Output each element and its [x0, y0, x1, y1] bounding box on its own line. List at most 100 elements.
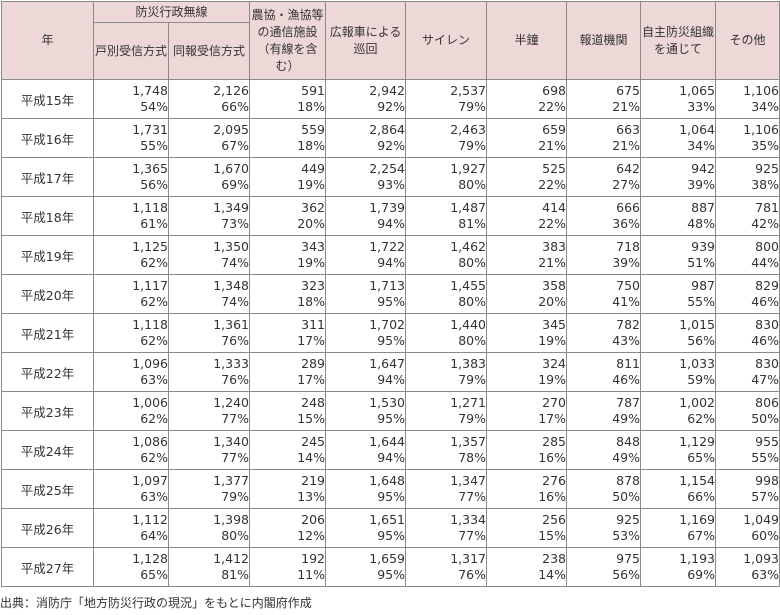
percent-value: 61%	[140, 216, 168, 231]
count-value: 1,240	[213, 395, 250, 410]
count-value: 2,864	[369, 122, 406, 137]
value-cell: 1,702 95%	[325, 313, 407, 353]
count-value: 1,118	[132, 200, 168, 215]
count-value: 1,271	[450, 395, 487, 410]
count-value: 718	[616, 239, 641, 254]
percent-value: 77%	[221, 450, 250, 465]
count-value: 2,463	[450, 122, 487, 137]
count-value: 1,383	[450, 356, 487, 371]
percent-value: 54%	[140, 99, 168, 114]
percent-value: 22%	[538, 99, 567, 114]
percent-value: 93%	[377, 177, 406, 192]
value-cell: 1,317 76%	[405, 547, 488, 587]
value-cell: 811 46%	[566, 352, 642, 392]
count-value: 362	[301, 200, 326, 215]
value-cell: 1,365 56%	[93, 157, 169, 197]
year-cell: 平成15年	[1, 79, 94, 119]
value-cell: 192 11%	[249, 547, 327, 587]
percent-value: 67%	[221, 138, 250, 153]
percent-value: 21%	[538, 255, 567, 270]
value-cell: 414 22%	[486, 196, 568, 236]
value-cell: 878 50%	[566, 469, 642, 509]
percent-value: 79%	[458, 138, 487, 153]
value-cell: 1,006 62%	[93, 391, 169, 431]
header-kobetsu: 戸別受信方式	[93, 22, 169, 80]
value-cell: 1,659 95%	[325, 547, 407, 587]
percent-value: 77%	[458, 489, 487, 504]
value-cell: 955 55%	[715, 430, 780, 470]
table-row: 平成17年 1,365 56% 1,670 69% 449 19% 2,254 93% 1,927…	[1, 157, 780, 197]
count-value: 848	[616, 434, 641, 449]
percent-value: 27%	[612, 177, 641, 192]
count-value: 1,440	[450, 317, 487, 332]
percent-value: 94%	[377, 255, 406, 270]
percent-value: 36%	[612, 216, 641, 231]
value-cell: 1,002 62%	[640, 391, 717, 431]
value-cell: 800 44%	[715, 235, 780, 275]
count-value: 1,006	[132, 395, 168, 410]
value-cell: 1,487 81%	[405, 196, 488, 236]
percent-value: 66%	[221, 99, 250, 114]
count-value: 1,651	[369, 512, 406, 527]
count-value: 2,126	[213, 83, 250, 98]
value-cell: 383 21%	[486, 235, 568, 275]
percent-value: 64%	[140, 528, 168, 543]
value-cell: 323 18%	[249, 274, 327, 314]
count-value: 1,748	[132, 83, 168, 98]
value-cell: 2,463 79%	[405, 118, 488, 158]
value-cell: 362 20%	[249, 196, 327, 236]
percent-value: 80%	[458, 255, 487, 270]
percent-value: 17%	[297, 372, 326, 387]
count-value: 1,702	[369, 317, 406, 332]
value-cell: 1,106 34%	[715, 79, 780, 119]
percent-value: 22%	[538, 177, 567, 192]
value-cell: 675 21%	[566, 79, 642, 119]
value-cell: 2,095 67%	[167, 118, 251, 158]
percent-value: 38%	[751, 177, 780, 192]
count-value: 1,644	[369, 434, 406, 449]
value-cell: 1,117 62%	[93, 274, 169, 314]
count-value: 1,002	[679, 395, 716, 410]
percent-value: 95%	[377, 294, 406, 309]
count-value: 525	[542, 161, 567, 176]
percent-value: 12%	[297, 528, 326, 543]
table-row: 平成24年 1,086 62% 1,340 77% 245 14% 1,644 94% 1,357…	[1, 430, 780, 470]
percent-value: 60%	[751, 528, 780, 543]
count-value: 1,169	[679, 512, 716, 527]
percent-value: 22%	[538, 216, 567, 231]
count-value: 1,398	[213, 512, 250, 527]
count-value: 1,455	[450, 278, 487, 293]
value-cell: 1,927 80%	[405, 157, 488, 197]
count-value: 1,334	[450, 512, 487, 527]
count-value: 1,731	[132, 122, 168, 137]
value-cell: 1,530 95%	[325, 391, 407, 431]
value-cell: 289 17%	[249, 352, 327, 392]
count-value: 830	[755, 356, 780, 371]
count-value: 1,722	[369, 239, 406, 254]
value-cell: 1,398 80%	[167, 508, 251, 548]
percent-value: 80%	[458, 177, 487, 192]
value-cell: 1,015 56%	[640, 313, 717, 353]
percent-value: 43%	[612, 333, 641, 348]
count-value: 782	[616, 317, 641, 332]
value-cell: 324 19%	[486, 352, 568, 392]
value-cell: 2,537 79%	[405, 79, 488, 119]
header-hodo: 報道機関	[566, 1, 642, 80]
count-value: 1,347	[450, 473, 487, 488]
value-cell: 525 22%	[486, 157, 568, 197]
value-cell: 1,128 65%	[93, 547, 169, 587]
count-value: 2,095	[213, 122, 250, 137]
percent-value: 63%	[751, 567, 780, 582]
count-value: 1,093	[743, 551, 780, 566]
value-cell: 1,455 80%	[405, 274, 488, 314]
count-value: 750	[616, 278, 641, 293]
year-cell: 平成27年	[1, 547, 94, 587]
year-cell: 平成25年	[1, 469, 94, 509]
percent-value: 57%	[751, 489, 780, 504]
value-cell: 1,112 64%	[93, 508, 169, 548]
percent-value: 56%	[612, 567, 641, 582]
count-value: 987	[691, 278, 716, 293]
count-value: 1,117	[132, 278, 168, 293]
percent-value: 59%	[687, 372, 716, 387]
